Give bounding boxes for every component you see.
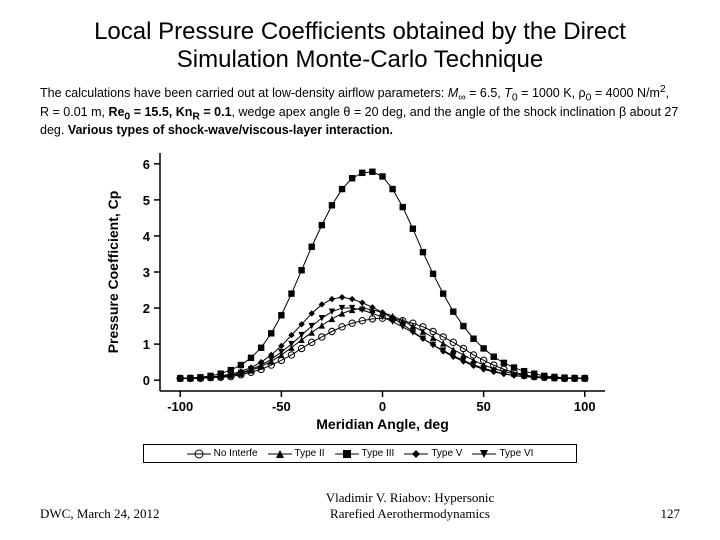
svg-text:Meridian Angle, deg: Meridian Angle, deg [316, 416, 449, 432]
slide: Local Pressure Coefficients obtained by … [0, 0, 720, 540]
svg-text:3: 3 [143, 265, 150, 280]
svg-text:50: 50 [476, 399, 490, 414]
page-title: Local Pressure Coefficients obtained by … [40, 18, 680, 73]
legend-item: Type III [335, 448, 395, 459]
legend-item: Type V [404, 448, 462, 459]
chart-legend: No Interfe Type II Type III Type V Type VI [143, 444, 577, 463]
legend-item: Type II [268, 448, 325, 459]
svg-text:-50: -50 [272, 399, 291, 414]
svg-text:2: 2 [143, 301, 150, 316]
svg-text:100: 100 [574, 399, 596, 414]
footer-left: DWC, March 24, 2012 [40, 506, 160, 522]
svg-text:0: 0 [379, 399, 386, 414]
svg-text:0: 0 [143, 373, 150, 388]
legend-item: No Interfe [187, 448, 258, 459]
svg-text:5: 5 [143, 193, 150, 208]
legend-item: Type VI [472, 448, 533, 459]
chart-container: -100 -50 0 50 100 0 1 2 3 4 5 6 Meridian Angle, deg P… [100, 143, 620, 463]
svg-text:6: 6 [143, 157, 150, 172]
slide-footer: DWC, March 24, 2012 Vladimir V. Riabov: … [40, 490, 680, 522]
svg-text:1: 1 [143, 337, 150, 352]
svg-text:Pressure Coefficient, Cp: Pressure Coefficient, Cp [105, 191, 121, 354]
svg-text:-100: -100 [167, 399, 193, 414]
svg-text:4: 4 [143, 229, 151, 244]
footer-center: Vladimir V. Riabov: Hypersonic Rarefied … [160, 490, 661, 522]
footer-page-number: 127 [661, 506, 681, 522]
description-text: The calculations have been carried out a… [40, 83, 680, 139]
pressure-coefficient-chart: -100 -50 0 50 100 0 1 2 3 4 5 6 Meridian Angle, deg P… [100, 143, 620, 433]
